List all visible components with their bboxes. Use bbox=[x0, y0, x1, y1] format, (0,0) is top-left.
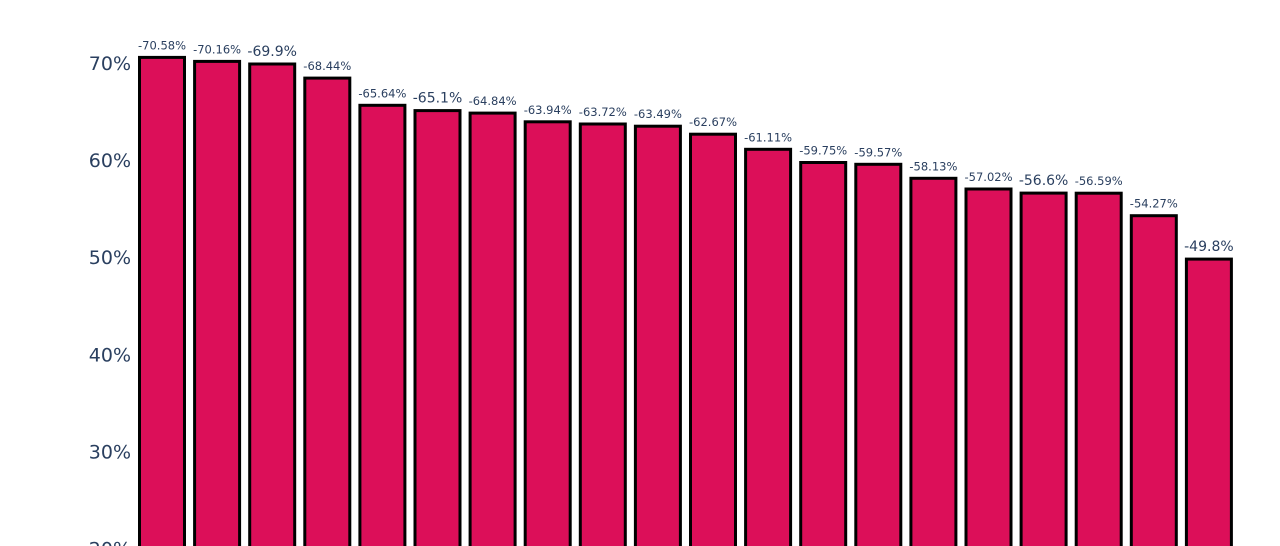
bar bbox=[744, 147, 793, 546]
bar-value-label: -70.58% bbox=[138, 38, 186, 52]
bar-value-label: -69.9% bbox=[247, 44, 297, 60]
bar bbox=[1019, 191, 1068, 546]
bar-value-label: -59.75% bbox=[799, 144, 847, 158]
y-tick-label: 60% bbox=[89, 150, 131, 172]
bar bbox=[578, 122, 627, 546]
y-axis: 70% 60% 50% 40% 30% 20% bbox=[89, 53, 131, 546]
bar bbox=[413, 109, 462, 546]
bar-value-label: -68.44% bbox=[303, 59, 351, 73]
bar-value-label: -49.8% bbox=[1184, 239, 1234, 255]
y-tick-label: 20% bbox=[89, 539, 131, 546]
bars bbox=[138, 55, 1233, 546]
bar bbox=[1184, 257, 1233, 546]
bar-value-label: -62.67% bbox=[689, 115, 737, 129]
bar bbox=[358, 103, 407, 546]
bar bbox=[468, 111, 517, 546]
bar-value-label: -64.84% bbox=[469, 94, 517, 108]
bar bbox=[854, 162, 903, 546]
bar-value-label: -57.02% bbox=[965, 170, 1013, 184]
bar bbox=[138, 55, 186, 546]
bar-value-label: -63.72% bbox=[579, 105, 627, 119]
bar bbox=[248, 62, 297, 546]
bar bbox=[964, 187, 1013, 546]
bar bbox=[1129, 214, 1178, 546]
bar-value-label: -59.57% bbox=[854, 145, 902, 159]
bar-value-label: -63.49% bbox=[634, 107, 682, 121]
bar bbox=[303, 76, 352, 546]
bar-value-label: -70.16% bbox=[193, 42, 241, 56]
bar bbox=[799, 161, 848, 546]
bar bbox=[909, 176, 958, 546]
bar-value-label: -58.13% bbox=[909, 159, 957, 173]
bar-value-label: -61.11% bbox=[744, 130, 792, 144]
bar-value-label: -54.27% bbox=[1130, 197, 1178, 211]
y-tick-label: 70% bbox=[89, 53, 131, 75]
bar bbox=[1074, 191, 1123, 546]
bar bbox=[633, 124, 682, 546]
bar-value-label: -56.59% bbox=[1075, 174, 1123, 188]
bar bbox=[523, 120, 572, 546]
bar-value-label: -56.6% bbox=[1019, 173, 1069, 189]
bar-value-label: -63.94% bbox=[524, 103, 572, 117]
bar-value-label: -65.64% bbox=[358, 86, 406, 100]
y-tick-label: 40% bbox=[89, 344, 131, 366]
y-tick-label: 30% bbox=[89, 441, 131, 463]
y-tick-label: 50% bbox=[89, 247, 131, 269]
bar bbox=[689, 132, 737, 546]
bar-value-label: -65.1% bbox=[413, 91, 463, 107]
bar bbox=[193, 59, 242, 546]
data-labels: -70.58% -70.16% -69.9% -68.44% -65.64% -65.1%… bbox=[138, 38, 1234, 255]
